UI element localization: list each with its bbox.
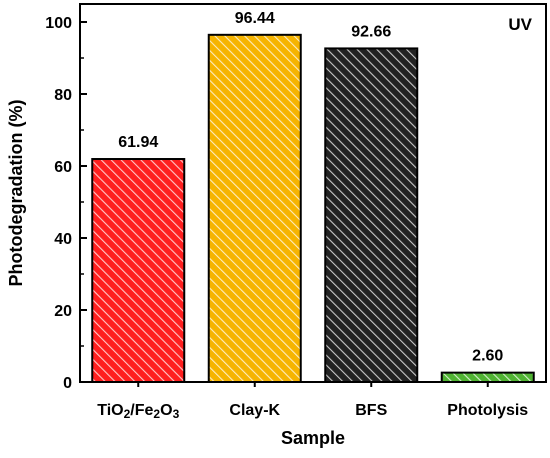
y-ticks: 0 20 40 60 80 100 [45,15,87,392]
x-tick-label: Photolysis [447,402,528,419]
bar-value-label: 2.60 [472,348,503,365]
y-tick-label: 80 [54,87,72,104]
bar-value-label: 61.94 [118,134,158,151]
y-axis-title: Photodegradation (%) [6,100,26,287]
x-tick-label: BFS [355,402,387,419]
y-tick-label: 40 [54,231,72,248]
y-tick-label: 20 [54,303,72,320]
y-tick-label: 0 [63,375,72,392]
bars-layer [91,33,535,384]
x-tick-label: Clay-K [229,402,280,419]
bar-bfs [324,47,419,383]
bar-clay-k [207,33,302,383]
bar-value-label: 96.44 [235,10,275,27]
x-axis-title: Sample [281,428,345,448]
y-tick-label: 100 [45,15,72,32]
bar-tio2-fe2o3 [91,158,186,383]
chart-annotation: UV [508,15,532,34]
bar-photolysis [440,371,535,384]
y-tick-label: 60 [54,159,72,176]
x-tick-label: TiO2/Fe2O3 [97,402,179,421]
bar-value-labels: 61.94 96.44 92.66 2.60 [118,10,503,365]
x-categories: TiO2/Fe2O3 Clay-K BFS Photolysis [97,382,528,421]
bar-value-label: 92.66 [351,23,391,40]
plot-frame [79,3,547,383]
